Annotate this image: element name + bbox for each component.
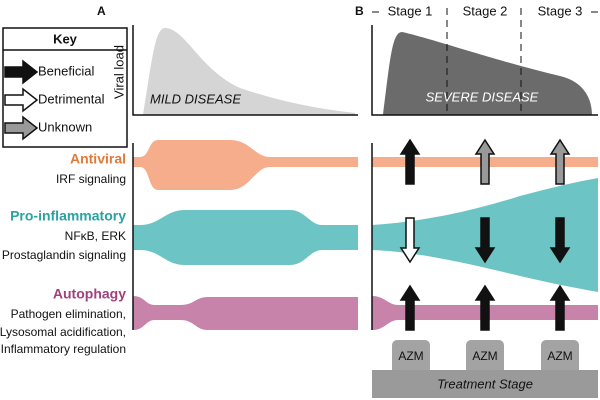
treatment-label: AZM: [472, 349, 497, 363]
axis-label: Viral load: [111, 45, 126, 99]
key-item: Unknown: [38, 119, 92, 134]
treatment-stage-label: Treatment Stage: [437, 376, 533, 391]
pathway-name: Antiviral: [70, 151, 126, 167]
pathway-detail: Inflammatory regulation: [1, 342, 126, 356]
stage-label: Stage 2: [463, 3, 508, 18]
key-title: Key: [53, 31, 78, 46]
treatment-label: AZM: [547, 349, 572, 363]
treatment-box: [466, 340, 504, 374]
autophagy-band: [133, 296, 358, 330]
stage-dividers: [372, 8, 598, 115]
treatment-box: [392, 340, 430, 374]
panel-label: B: [355, 4, 364, 18]
axis: [371, 25, 598, 116]
pathway-detail: Prostaglandin signaling: [2, 248, 126, 262]
treatment-label: AZM: [398, 349, 423, 363]
key: Key Beneficial Detrimental Unknown: [2, 27, 128, 148]
pathway-detail: IRF signaling: [56, 172, 126, 186]
pathway-name: Pro-inflammatory: [10, 208, 126, 224]
viral-curve: [383, 32, 592, 115]
pathway-detail: Pathogen elimination,: [11, 307, 126, 321]
pathway-detail: NFκB, ERK: [65, 229, 126, 243]
disease-label: MILD DISEASE: [150, 91, 241, 106]
treatment-box: [541, 340, 579, 374]
disease-label: SEVERE DISEASE: [426, 89, 539, 104]
axis: [132, 25, 358, 116]
key-item: Detrimental: [38, 91, 105, 106]
key-item: Beneficial: [38, 63, 94, 78]
inflammatory-band: [133, 210, 358, 265]
stage-label: Stage 3: [538, 3, 583, 18]
treatment-bar: [372, 370, 598, 398]
viral-curve: [143, 28, 355, 115]
pathway-name: Autophagy: [53, 286, 126, 302]
stage-label: Stage 1: [388, 3, 433, 18]
pathway-detail: Lysosomal acidification,: [0, 325, 126, 339]
antiviral-band: [133, 140, 358, 190]
panel-label: A: [97, 4, 106, 18]
